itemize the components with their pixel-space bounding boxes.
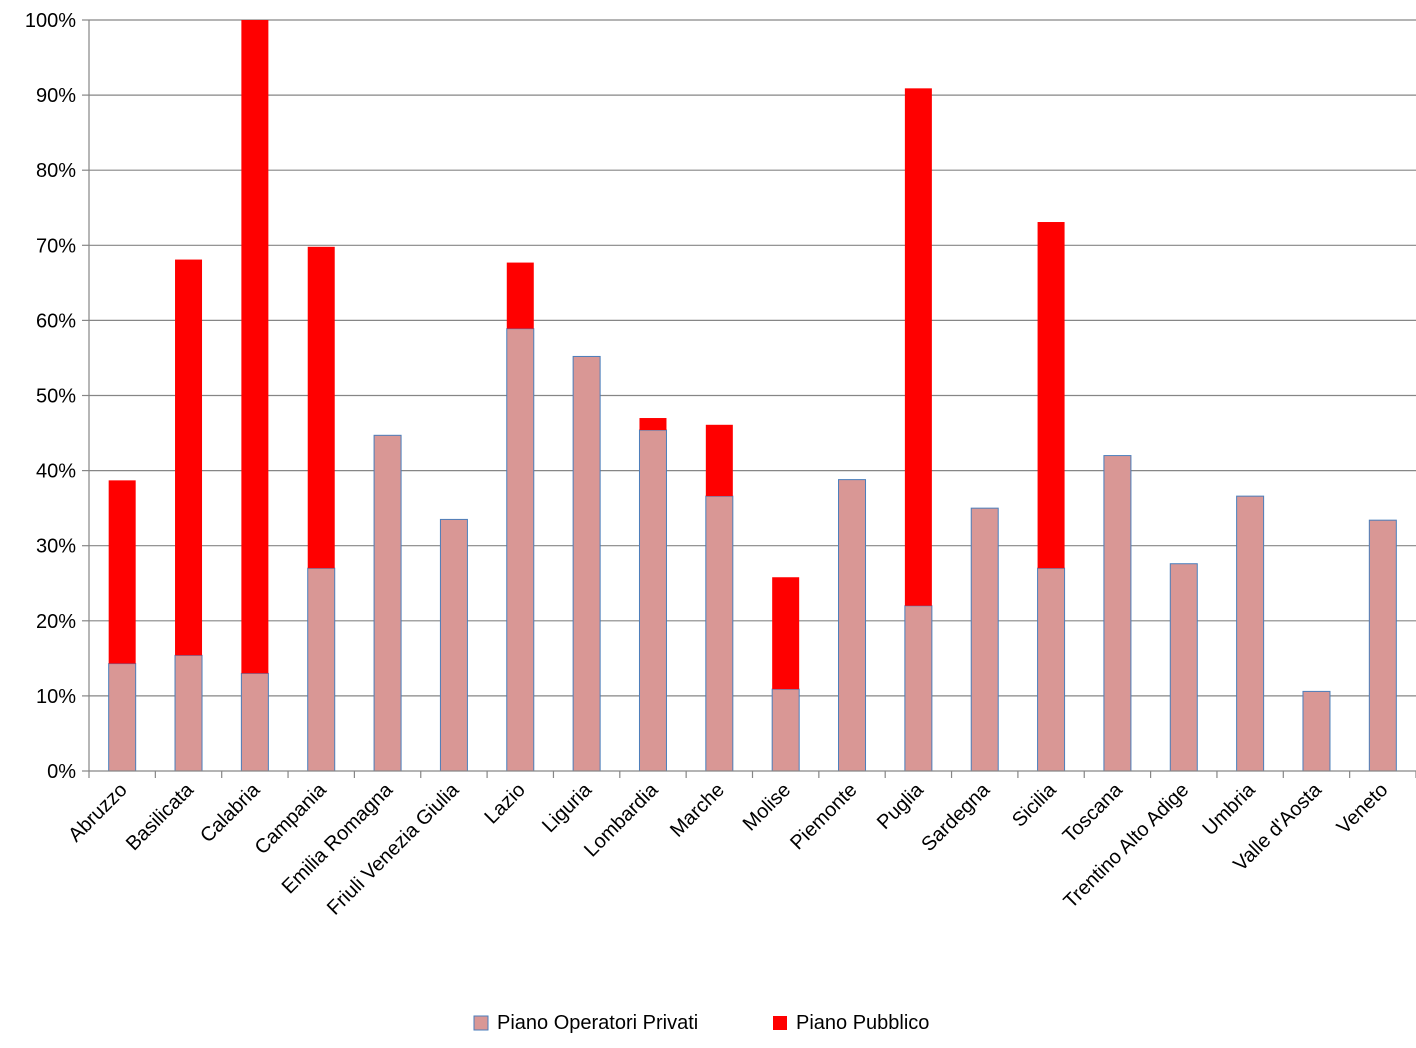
x-tick-label: Abruzzo (64, 779, 131, 846)
bar-piano-pubblico (108, 480, 136, 664)
x-tick-label: Basilicata (122, 778, 199, 855)
bar-piano-operatori-privati (174, 654, 203, 772)
x-tick-label: Marche (666, 779, 729, 842)
bar-piano-operatori-privati (307, 567, 336, 772)
legend: Piano Operatori Privati Piano Pubblico (473, 1012, 929, 1034)
x-tick-label: Friuli Venezia Giulia (323, 778, 464, 919)
y-tick-label: 10% (36, 686, 76, 708)
bar-piano-operatori-privati (638, 429, 667, 772)
y-tick-label: 20% (36, 611, 76, 633)
bar-piano-pubblico (506, 262, 534, 329)
x-tick-label: Sicilia (1008, 778, 1061, 831)
x-tick-label: Molise (739, 779, 795, 835)
bar-piano-operatori-privati (572, 355, 601, 772)
bar-piano-pubblico (307, 246, 335, 569)
bar-piano-operatori-privati (1037, 567, 1066, 772)
bar-piano-operatori-privati (108, 663, 137, 772)
y-tick-label: 100% (25, 10, 76, 32)
bar-piano-operatori-privati (240, 672, 269, 772)
legend-swatch (773, 1016, 787, 1030)
legend-swatch (473, 1015, 489, 1031)
y-tick-label: 50% (36, 386, 76, 408)
x-tick-label: Veneto (1333, 779, 1393, 839)
gridlines (89, 19, 1416, 697)
bar-piano-pubblico (1037, 222, 1065, 569)
bar-piano-operatori-privati (439, 518, 468, 772)
legend-label: Piano Pubblico (796, 1012, 929, 1034)
bar-piano-operatori-privati (373, 434, 402, 772)
axes (82, 19, 1416, 778)
bar-piano-operatori-privati (1103, 455, 1132, 772)
bar-piano-operatori-privati (1169, 563, 1198, 772)
bar-piano-operatori-privati (506, 328, 535, 772)
bar-piano-operatori-privati (1368, 519, 1397, 772)
bar-piano-operatori-privati (838, 479, 867, 772)
x-tick-label: Piemonte (786, 779, 861, 854)
y-tick-label: 60% (36, 310, 76, 332)
bar-piano-operatori-privati (771, 688, 800, 772)
x-tick-label: Calabria (196, 778, 265, 847)
x-tick-labels: AbruzzoBasilicataCalabriaCampaniaEmilia … (64, 778, 1392, 919)
bar-piano-pubblico (772, 577, 800, 690)
bar-piano-pubblico (639, 418, 667, 431)
x-tick-label: Toscana (1059, 778, 1128, 847)
bar-piano-operatori-privati (1302, 690, 1331, 772)
bars (108, 20, 1397, 772)
y-tick-label: 70% (36, 235, 76, 257)
bar-piano-pubblico (175, 259, 203, 656)
bar-piano-pubblico (241, 20, 269, 674)
bar-piano-operatori-privati (970, 507, 999, 772)
x-tick-label: Trentino Alto Adige (1060, 779, 1194, 913)
legend-label: Piano Operatori Privati (497, 1012, 698, 1034)
x-tick-label: Lazio (480, 779, 529, 828)
bar-piano-pubblico (705, 424, 733, 497)
bar-piano-operatori-privati (705, 495, 734, 772)
y-tick-labels: 0% 10% 20% 30% 40% 50% 60% 70% 80% 90% 100% (25, 10, 76, 783)
x-tick-label: Umbria (1199, 778, 1261, 840)
y-tick-label: 90% (36, 85, 76, 107)
y-tick-label: 0% (47, 761, 76, 783)
x-tick-label: Puglia (873, 778, 928, 833)
y-tick-label: 80% (36, 160, 76, 182)
y-tick-label: 40% (36, 461, 76, 483)
x-tick-label: Liguria (538, 778, 597, 837)
x-tick-label: Emilia Romagna (278, 778, 398, 898)
bar-piano-pubblico (904, 88, 932, 606)
bar-piano-operatori-privati (1236, 495, 1265, 772)
x-tick-label: Sardegna (917, 778, 995, 856)
y-tick-label: 30% (36, 536, 76, 558)
bar-piano-operatori-privati (904, 605, 933, 772)
x-tick-label: Lombardia (580, 778, 663, 861)
